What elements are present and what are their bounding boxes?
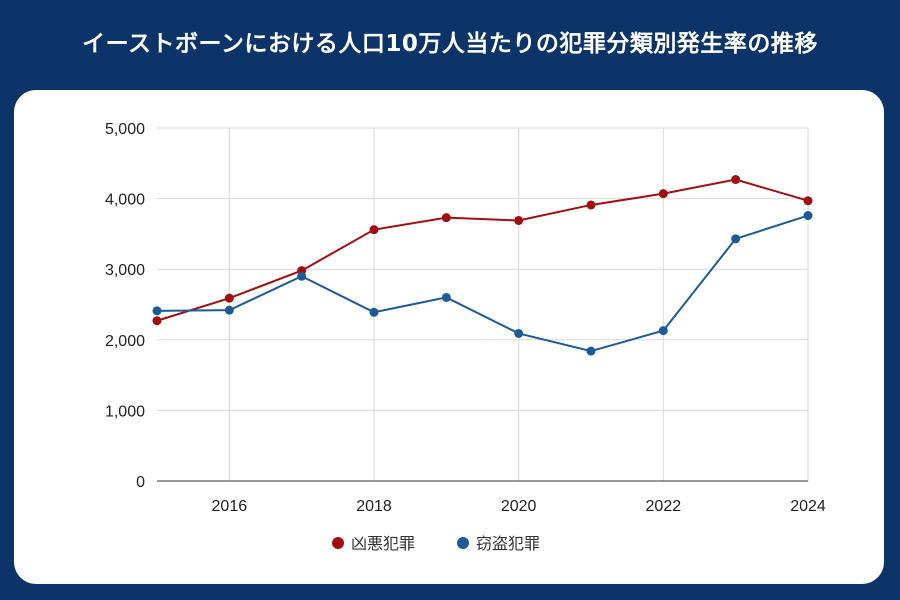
data-point xyxy=(369,225,379,235)
legend-marker xyxy=(332,537,344,549)
x-tick-label: 2022 xyxy=(646,498,682,515)
x-tick-label: 2024 xyxy=(790,498,826,515)
data-point xyxy=(803,211,813,221)
data-point xyxy=(514,328,524,338)
series-line-1 xyxy=(156,178,809,322)
data-point xyxy=(152,306,162,316)
y-tick-label: 5,000 xyxy=(105,121,145,138)
y-tick-label: 1,000 xyxy=(105,403,145,420)
data-point xyxy=(731,175,741,185)
data-point xyxy=(658,326,668,336)
data-point xyxy=(152,316,162,326)
y-tick-label: 0 xyxy=(136,474,145,491)
line-chart: 0 1,000 2,000 3,000 4,000 5,000 2016 2018 2020 20… xyxy=(105,121,826,553)
x-tick-label: 2016 xyxy=(212,498,248,515)
data-point xyxy=(731,234,741,244)
series-line-2 xyxy=(156,214,809,353)
data-point xyxy=(441,213,451,223)
data-point xyxy=(586,200,596,210)
legend-label: 凶悪犯罪 xyxy=(351,534,415,553)
legend-marker xyxy=(457,537,469,549)
data-point xyxy=(369,307,379,317)
y-tick-label: 3,000 xyxy=(105,262,145,279)
data-point xyxy=(297,271,307,281)
y-tick-label: 4,000 xyxy=(105,192,145,209)
data-point xyxy=(514,215,524,225)
x-tick-label: 2018 xyxy=(356,498,392,515)
data-point xyxy=(224,293,234,303)
page-title: イーストボーンにおける人口10万人当たりの犯罪分類別発生率の推移 xyxy=(82,31,818,57)
data-point xyxy=(658,189,668,199)
y-tick-label: 2,000 xyxy=(105,333,145,350)
data-point xyxy=(803,196,813,206)
legend-label: 窃盗犯罪 xyxy=(476,534,540,553)
chart-card: 0 1,000 2,000 3,000 4,000 5,000 2016 2018 2020 20… xyxy=(14,90,884,584)
data-point xyxy=(441,292,451,302)
x-tick-label: 2020 xyxy=(501,498,537,515)
data-point xyxy=(586,346,596,356)
data-point xyxy=(224,305,234,315)
